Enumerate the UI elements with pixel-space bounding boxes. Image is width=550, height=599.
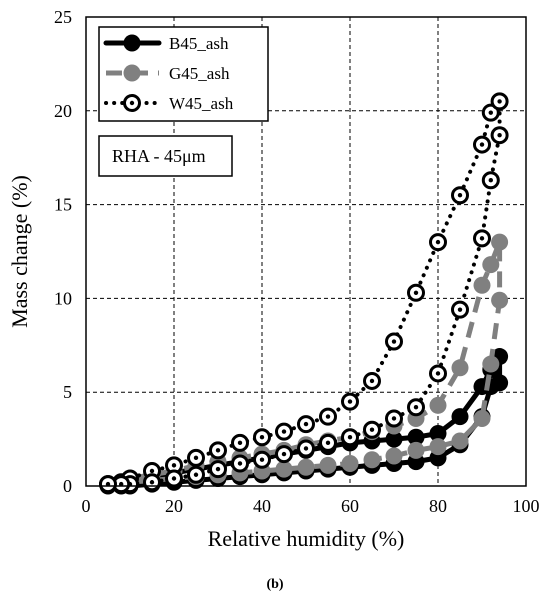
- y-tick-label: 20: [54, 101, 72, 121]
- data-point: [364, 451, 381, 468]
- data-point-center: [392, 416, 396, 420]
- data-point-center: [414, 291, 418, 295]
- legend-label: G45_ash: [169, 64, 230, 83]
- data-point-center: [216, 448, 220, 452]
- x-tick-label: 20: [165, 496, 183, 516]
- y-tick-label: 10: [54, 288, 72, 308]
- data-point-center: [458, 193, 462, 197]
- data-point-center: [216, 467, 220, 471]
- annotation-box: RHA - 45μm: [99, 136, 232, 176]
- data-point-center: [370, 428, 374, 432]
- legend-label: B45_ash: [169, 34, 229, 53]
- data-point-center: [497, 99, 501, 103]
- legend: B45_ash G45_ash W45_ash: [99, 27, 268, 121]
- data-point: [320, 457, 337, 474]
- annotation-text: RHA - 45μm: [112, 146, 206, 166]
- y-tick-label: 0: [63, 476, 72, 496]
- legend-marker: [124, 35, 141, 52]
- figure-caption: (b): [0, 577, 550, 593]
- data-point: [342, 455, 359, 472]
- x-tick-label: 80: [429, 496, 447, 516]
- data-point-center: [480, 142, 484, 146]
- data-point: [430, 397, 447, 414]
- data-point: [474, 410, 491, 427]
- data-point: [452, 432, 469, 449]
- data-point-center: [238, 441, 242, 445]
- data-point-center: [282, 452, 286, 456]
- data-point-center: [304, 446, 308, 450]
- data-point: [452, 408, 469, 425]
- data-point-center: [436, 240, 440, 244]
- data-point-center: [458, 307, 462, 311]
- data-point: [452, 359, 469, 376]
- data-point: [298, 459, 315, 476]
- legend-marker-center: [130, 101, 134, 105]
- data-point-center: [172, 476, 176, 480]
- data-point-center: [150, 469, 154, 473]
- x-tick-label: 100: [513, 496, 540, 516]
- y-tick-label: 25: [54, 7, 72, 27]
- data-point-center: [348, 435, 352, 439]
- data-point-center: [489, 110, 493, 114]
- data-point-center: [172, 463, 176, 467]
- data-point-center: [326, 414, 330, 418]
- x-axis-title: Relative humidity (%): [208, 526, 405, 551]
- data-point: [408, 442, 425, 459]
- data-point-center: [150, 480, 154, 484]
- data-point-center: [480, 236, 484, 240]
- x-tick-label: 0: [82, 496, 91, 516]
- data-point-center: [194, 473, 198, 477]
- data-point-center: [238, 461, 242, 465]
- data-point-center: [392, 339, 396, 343]
- data-point: [482, 356, 499, 373]
- data-point-center: [304, 422, 308, 426]
- mass-change-chart: 0 20 40 60 80 100 0 5 10 15 20 25 Relative humidity…: [0, 0, 550, 575]
- data-point-center: [436, 371, 440, 375]
- data-point-center: [260, 458, 264, 462]
- data-point: [386, 447, 403, 464]
- data-point-center: [370, 379, 374, 383]
- legend-label: W45_ash: [169, 94, 234, 113]
- data-point-center: [326, 441, 330, 445]
- data-point: [474, 277, 491, 294]
- y-tick-label: 15: [54, 195, 72, 215]
- data-point: [430, 438, 447, 455]
- data-point: [491, 292, 508, 309]
- data-point-center: [348, 399, 352, 403]
- data-point: [482, 256, 499, 273]
- data-point-center: [194, 456, 198, 460]
- data-point-center: [489, 178, 493, 182]
- legend-marker: [124, 65, 141, 82]
- data-point-center: [414, 405, 418, 409]
- data-point: [276, 461, 293, 478]
- data-point-center: [282, 429, 286, 433]
- x-tick-label: 60: [341, 496, 359, 516]
- data-point-center: [497, 133, 501, 137]
- data-point-center: [260, 435, 264, 439]
- data-point: [491, 234, 508, 251]
- y-tick-label: 5: [63, 382, 72, 402]
- x-tick-label: 40: [253, 496, 271, 516]
- y-axis-title: Mass change (%): [7, 175, 32, 328]
